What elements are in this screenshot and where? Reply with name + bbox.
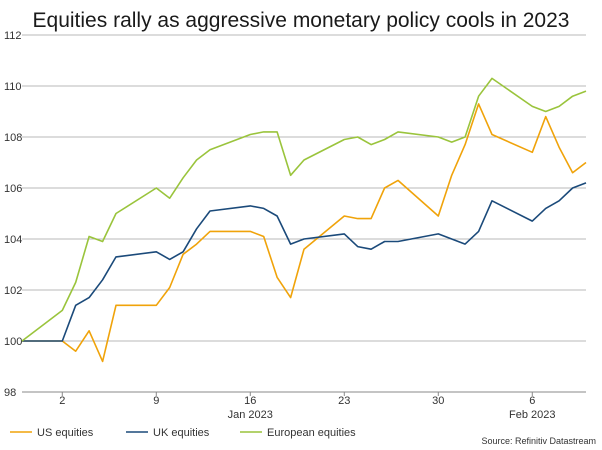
y-axis-ticks: 98 100 102 104 106 108 110 112 [4, 30, 22, 399]
x-tick-label: 30 [432, 395, 444, 407]
y-tick-label: 104 [4, 234, 22, 246]
x-month-label: Feb 2023 [509, 409, 555, 421]
x-tick-label: 6 [529, 395, 535, 407]
x-tick-label: 9 [153, 395, 159, 407]
series-line-2 [21, 77, 587, 342]
y-tick-label: 102 [4, 285, 22, 297]
legend-label-2: European equities [267, 427, 356, 439]
gridlines [22, 34, 586, 342]
y-tick-label: 112 [4, 30, 22, 42]
y-tick-label: 108 [4, 132, 22, 144]
series-lines [21, 77, 587, 363]
legend: US equities UK equities European equities [10, 427, 356, 439]
y-tick-label: 106 [4, 183, 22, 195]
source-note: Source: Refinitiv Datastream [481, 436, 596, 446]
legend-label-0: US equities [37, 427, 94, 439]
x-month-label: Jan 2023 [228, 409, 273, 421]
x-tick-label: 16 [244, 395, 256, 407]
y-tick-label: 98 [4, 387, 16, 399]
series-line-1 [22, 182, 587, 342]
y-tick-label: 110 [4, 81, 22, 93]
x-axis-ticks: 2 9 16 23 30 6 Jan 2023 Feb 2023 [59, 392, 556, 421]
series-line-0 [22, 103, 587, 363]
chart-title: Equities rally as aggressive monetary po… [33, 9, 570, 32]
x-tick-label: 2 [59, 395, 65, 407]
legend-label-1: UK equities [153, 427, 210, 439]
x-tick-label: 23 [338, 395, 350, 407]
y-tick-label: 100 [4, 336, 22, 348]
